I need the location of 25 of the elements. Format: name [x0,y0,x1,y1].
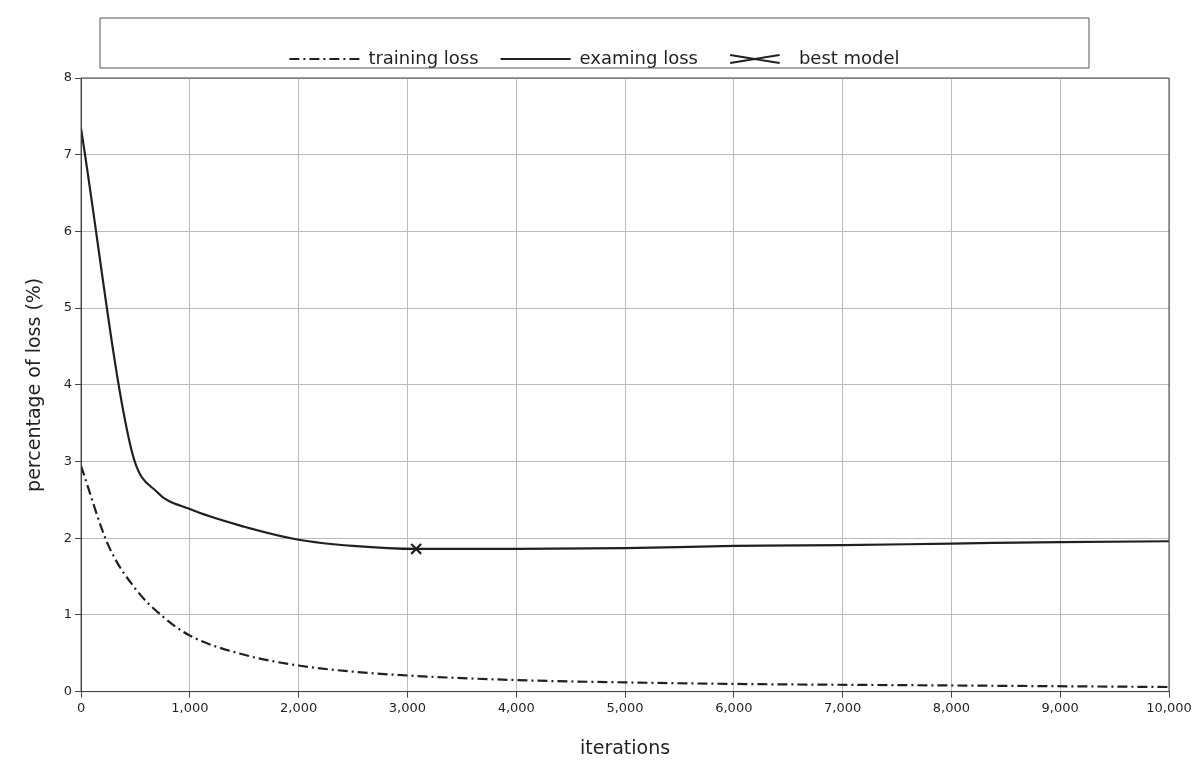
x-tick-label: 4,000 [497,699,535,715]
legend-label: examing loss [579,46,698,68]
y-tick-label: 8 [63,69,73,85]
y-tick-label: 0 [63,682,73,698]
x-tick-label: 9,000 [1041,699,1079,715]
y-axis-title: percentage of loss (%) [22,277,45,492]
x-tick-label: 7,000 [824,699,862,715]
y-tick-label: 1 [63,606,73,622]
x-tick-label: 8,000 [932,699,971,715]
y-tick-label: 2 [63,529,73,545]
x-tick-label: 0 [76,699,86,715]
x-tick-label: 5,000 [606,699,644,715]
x-tick-label: 1,000 [171,699,209,715]
y-tick-label: 4 [63,376,73,392]
y-tick-label: 3 [63,452,73,468]
x-tick-label: 6,000 [715,699,753,715]
x-axis-title: iterations [579,735,671,758]
y-tick-label: 6 [63,222,73,238]
x-tick-label: 3,000 [388,699,427,715]
y-tick-label: 5 [63,299,73,315]
x-tick-label: 10,000 [1146,699,1192,715]
legend-label: training loss [368,46,479,68]
x-tick-label: 2,000 [280,699,318,715]
y-tick-label: 7 [63,146,73,162]
legend-label: best model [798,46,900,68]
